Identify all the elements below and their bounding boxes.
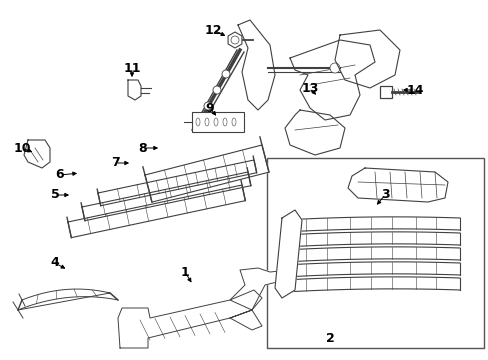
Polygon shape (285, 232, 459, 247)
Polygon shape (238, 20, 274, 110)
Polygon shape (98, 160, 256, 206)
Text: 8: 8 (139, 141, 147, 154)
Text: 11: 11 (123, 62, 141, 75)
Polygon shape (285, 217, 459, 232)
Text: 6: 6 (56, 168, 64, 181)
Ellipse shape (231, 118, 236, 126)
Text: 13: 13 (301, 81, 318, 94)
Polygon shape (128, 80, 141, 100)
Text: 4: 4 (51, 256, 59, 270)
Text: 3: 3 (380, 189, 388, 202)
Text: 9: 9 (205, 102, 214, 114)
Circle shape (329, 63, 339, 73)
Polygon shape (285, 262, 459, 277)
Bar (192, 112, 244, 132)
Polygon shape (24, 140, 50, 168)
Ellipse shape (196, 118, 200, 126)
Polygon shape (18, 289, 118, 310)
Circle shape (203, 102, 212, 110)
Circle shape (213, 86, 221, 94)
Polygon shape (118, 290, 262, 348)
Polygon shape (334, 30, 399, 88)
Polygon shape (285, 247, 459, 262)
Text: 5: 5 (51, 189, 59, 202)
Ellipse shape (223, 118, 226, 126)
Polygon shape (145, 145, 268, 202)
Polygon shape (347, 168, 447, 202)
Bar (379, 86, 391, 98)
Polygon shape (82, 172, 250, 221)
Polygon shape (285, 277, 459, 292)
Text: 10: 10 (13, 141, 31, 154)
Circle shape (222, 70, 229, 78)
Bar (266, 158, 483, 348)
Text: 2: 2 (325, 332, 334, 345)
Polygon shape (289, 40, 374, 120)
Text: 1: 1 (180, 266, 189, 279)
Text: 12: 12 (204, 23, 221, 36)
Text: 7: 7 (110, 157, 119, 170)
Polygon shape (68, 185, 245, 238)
Polygon shape (285, 110, 345, 155)
Ellipse shape (214, 118, 218, 126)
Ellipse shape (204, 118, 208, 126)
Polygon shape (229, 268, 299, 318)
Circle shape (230, 36, 239, 44)
Polygon shape (274, 210, 302, 298)
Text: 14: 14 (406, 84, 423, 96)
